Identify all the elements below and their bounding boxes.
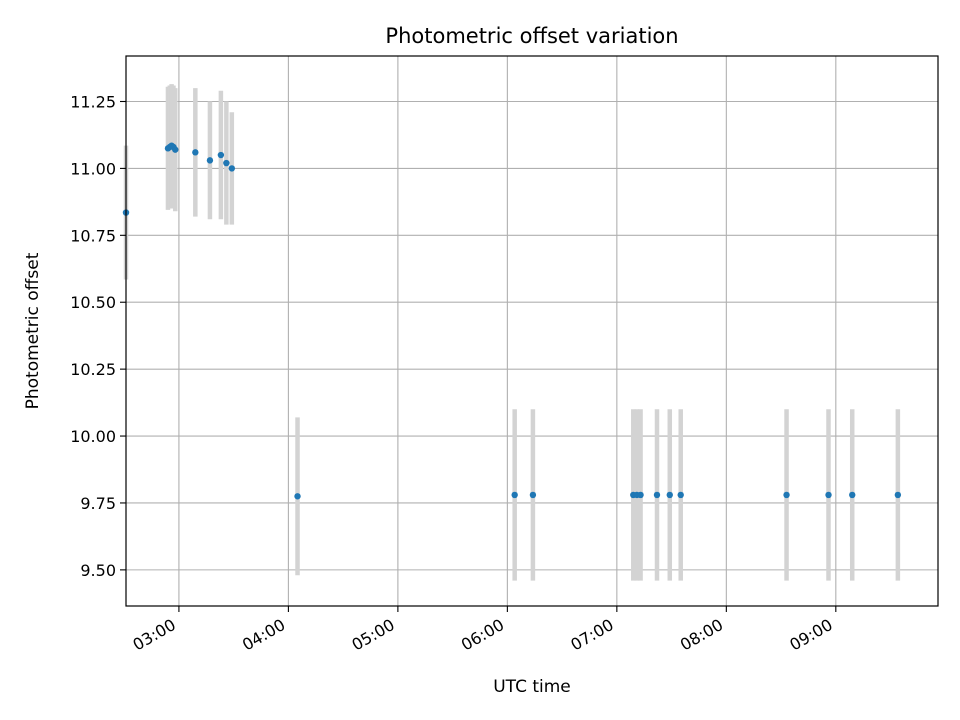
y-axis: 9.50 9.75 10.00 10.25 10.50 10.75 11.00 11.25 [70,92,126,580]
data-point [172,146,179,153]
data-point [294,493,301,500]
data-points [122,142,902,500]
data-point [653,491,661,499]
data-point [511,491,518,499]
data-point [894,491,902,499]
data-point [223,159,230,167]
y-tick-label: 10.50 [70,293,116,312]
grid [126,56,938,606]
data-point [192,149,199,156]
y-tick-label: 11.25 [70,92,116,111]
data-point [825,491,832,499]
chart-title: Photometric offset variation [385,24,678,48]
plot-frame [125,55,939,607]
y-tick-label: 9.75 [80,494,116,513]
data-point [783,491,790,499]
data-point [206,157,214,164]
data-point [228,165,236,172]
data-point [529,491,537,499]
y-tick-label: 11.00 [70,159,116,178]
data-point [666,491,673,499]
y-tick-label: 10.00 [70,427,116,446]
data-point [677,491,684,499]
y-tick-label: 10.75 [70,226,116,245]
y-tick-label: 10.25 [70,360,116,379]
data-point [637,491,644,499]
x-axis-label: UTC time [493,677,571,697]
y-tick-label: 9.50 [80,561,116,580]
y-axis-label: Photometric offset [23,252,43,409]
data-point [849,491,856,499]
data-point [217,151,225,159]
